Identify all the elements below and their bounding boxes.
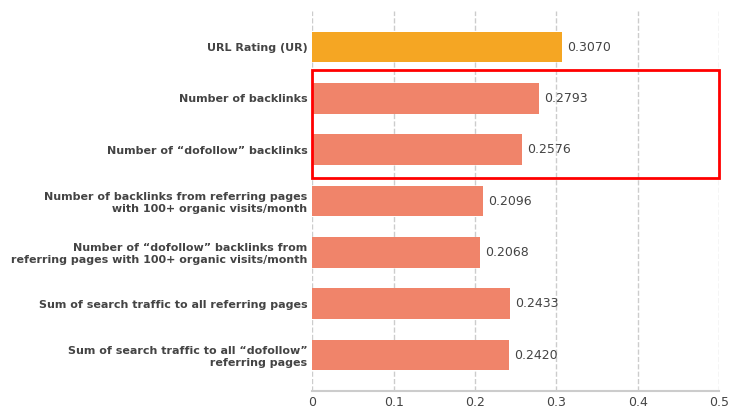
Text: 0.2433: 0.2433 (515, 297, 559, 310)
Bar (312, 70, 719, 178)
Bar (312, 83, 539, 114)
Text: 0.2793: 0.2793 (545, 92, 588, 105)
Text: 0.2096: 0.2096 (488, 194, 531, 207)
Bar (312, 340, 509, 370)
Text: 0.2576: 0.2576 (527, 143, 571, 156)
Bar (312, 134, 522, 165)
Text: 0.3070: 0.3070 (567, 41, 610, 53)
Text: 0.2420: 0.2420 (514, 349, 558, 362)
Bar (312, 289, 510, 319)
Bar (312, 237, 480, 268)
Bar (312, 32, 562, 63)
Text: 0.2068: 0.2068 (485, 246, 529, 259)
Bar (312, 186, 482, 216)
